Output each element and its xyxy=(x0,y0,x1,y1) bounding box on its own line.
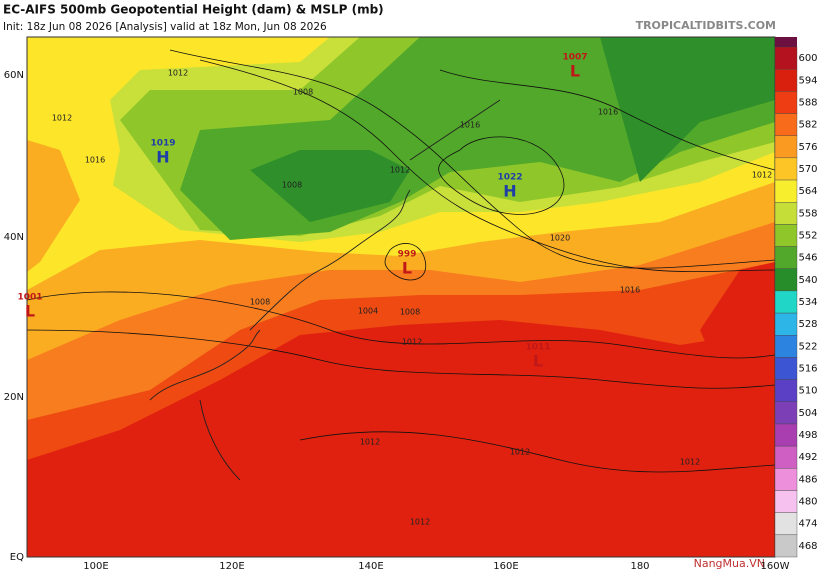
colorbar-cell xyxy=(774,445,798,469)
colorbar-label: 558 xyxy=(798,208,817,219)
longitude-label: 160E xyxy=(493,561,518,572)
contour-label: 1012 xyxy=(680,458,700,467)
colorbar-cell xyxy=(774,379,798,402)
colorbar-cell xyxy=(774,335,798,358)
colorbar-label: 480 xyxy=(798,497,817,508)
colorbar-cell xyxy=(774,246,798,269)
contour-label: 1008 xyxy=(282,181,302,190)
colorbar-label: 504 xyxy=(798,408,817,419)
contour-label: 1016 xyxy=(460,121,480,130)
pressure-center-type: L xyxy=(402,259,412,278)
contour-label: 1012 xyxy=(52,114,72,123)
colorbar-cell xyxy=(774,423,798,447)
contour-label: 1012 xyxy=(390,166,410,175)
colorbar-cell xyxy=(774,135,798,159)
colorbar-label: 498 xyxy=(798,430,817,441)
colorbar-cell xyxy=(774,468,798,491)
colorbar-cell xyxy=(774,312,798,336)
latitude-label: 40N xyxy=(4,232,24,243)
colorbar-label: 486 xyxy=(798,474,817,485)
colorbar-cell xyxy=(774,401,798,425)
contour-label: 1016 xyxy=(85,156,105,165)
longitude-label: 140E xyxy=(358,561,383,572)
colorbar-label: 546 xyxy=(798,253,817,264)
contour-label: 1008 xyxy=(250,298,270,307)
contour-label: 1020 xyxy=(550,234,570,243)
map-fill xyxy=(27,37,775,557)
longitude-label: 160W xyxy=(761,561,790,572)
contour-label: 1012 xyxy=(402,338,422,347)
colorbar-label: 552 xyxy=(798,230,817,241)
watermark: NangMua.VN xyxy=(694,557,765,570)
colorbar-cell xyxy=(774,534,798,558)
contour-label: 1012 xyxy=(168,69,188,78)
colorbar-label: 468 xyxy=(798,541,817,552)
colorbar-label: 582 xyxy=(798,120,817,131)
pressure-center-value: 1019 xyxy=(150,139,175,149)
contour-label: 1004 xyxy=(358,307,378,316)
pressure-center-type: H xyxy=(503,182,516,201)
longitude-label: 180 xyxy=(630,561,649,572)
colorbar-label: 588 xyxy=(798,97,817,108)
latitude-label: EQ xyxy=(10,552,24,563)
colorbar-cell xyxy=(774,91,798,114)
contour-label: 1016 xyxy=(598,108,618,117)
colorbar-label: 528 xyxy=(798,319,817,330)
subtitle: Init: 18z Jun 08 2026 [Analysis] valid a… xyxy=(3,21,327,33)
pressure-center-value: 1007 xyxy=(562,53,587,63)
pressure-center-type: L xyxy=(533,352,543,371)
pressure-center-type: H xyxy=(156,148,169,167)
colorbar-cell xyxy=(774,157,798,181)
colorbar-cell xyxy=(774,202,798,225)
colorbar-label: 600 xyxy=(798,53,817,64)
colorbar-cell xyxy=(774,357,798,380)
colorbar-cell xyxy=(774,224,798,247)
contour-label: 1008 xyxy=(293,88,313,97)
colorbar-cell xyxy=(774,113,798,136)
title: EC-AIFS 500mb Geopotential Height (dam) … xyxy=(3,3,384,17)
colorbar-label: 510 xyxy=(798,386,817,397)
pressure-center-value: 1011 xyxy=(525,343,550,353)
contour-label: 1012 xyxy=(360,438,380,447)
colorbar-cell xyxy=(774,290,798,314)
colorbar-cell xyxy=(774,46,798,70)
contour-label: 1016 xyxy=(620,286,640,295)
contour-label: 1008 xyxy=(400,308,420,317)
colorbar-cell xyxy=(774,268,798,292)
colorbar-label: 474 xyxy=(798,519,817,530)
contour-label: 1012 xyxy=(410,518,430,527)
colorbar-cell xyxy=(774,512,798,536)
colorbar-cell xyxy=(774,490,798,513)
latitude-label: 20N xyxy=(4,392,24,403)
colorbar-label: 516 xyxy=(798,364,817,375)
contour-label: 1012 xyxy=(752,171,772,180)
pressure-center-value: 1022 xyxy=(497,173,522,183)
colorbar-cell xyxy=(774,179,798,203)
pressure-center-value: 1001 xyxy=(17,293,42,303)
colorbar-label: 534 xyxy=(798,297,817,308)
colorbar-label: 540 xyxy=(798,275,817,286)
colorbar-label: 576 xyxy=(798,142,817,153)
contour-label: 1012 xyxy=(510,448,530,457)
site-credit: TROPICALTIDBITS.COM xyxy=(636,19,776,32)
colorbar-label: 570 xyxy=(798,164,817,175)
pressure-center-type: L xyxy=(25,302,35,321)
colorbar-label: 492 xyxy=(798,452,817,463)
colorbar-label: 594 xyxy=(798,75,817,86)
pressure-center-type: L xyxy=(570,62,580,81)
latitude-label: 60N xyxy=(4,70,24,81)
colorbar-label: 564 xyxy=(798,186,817,197)
colorbar-label: 522 xyxy=(798,341,817,352)
colorbar-cell xyxy=(774,68,798,92)
pressure-center-value: 999 xyxy=(398,250,417,260)
longitude-label: 120E xyxy=(219,561,244,572)
longitude-label: 100E xyxy=(83,561,108,572)
